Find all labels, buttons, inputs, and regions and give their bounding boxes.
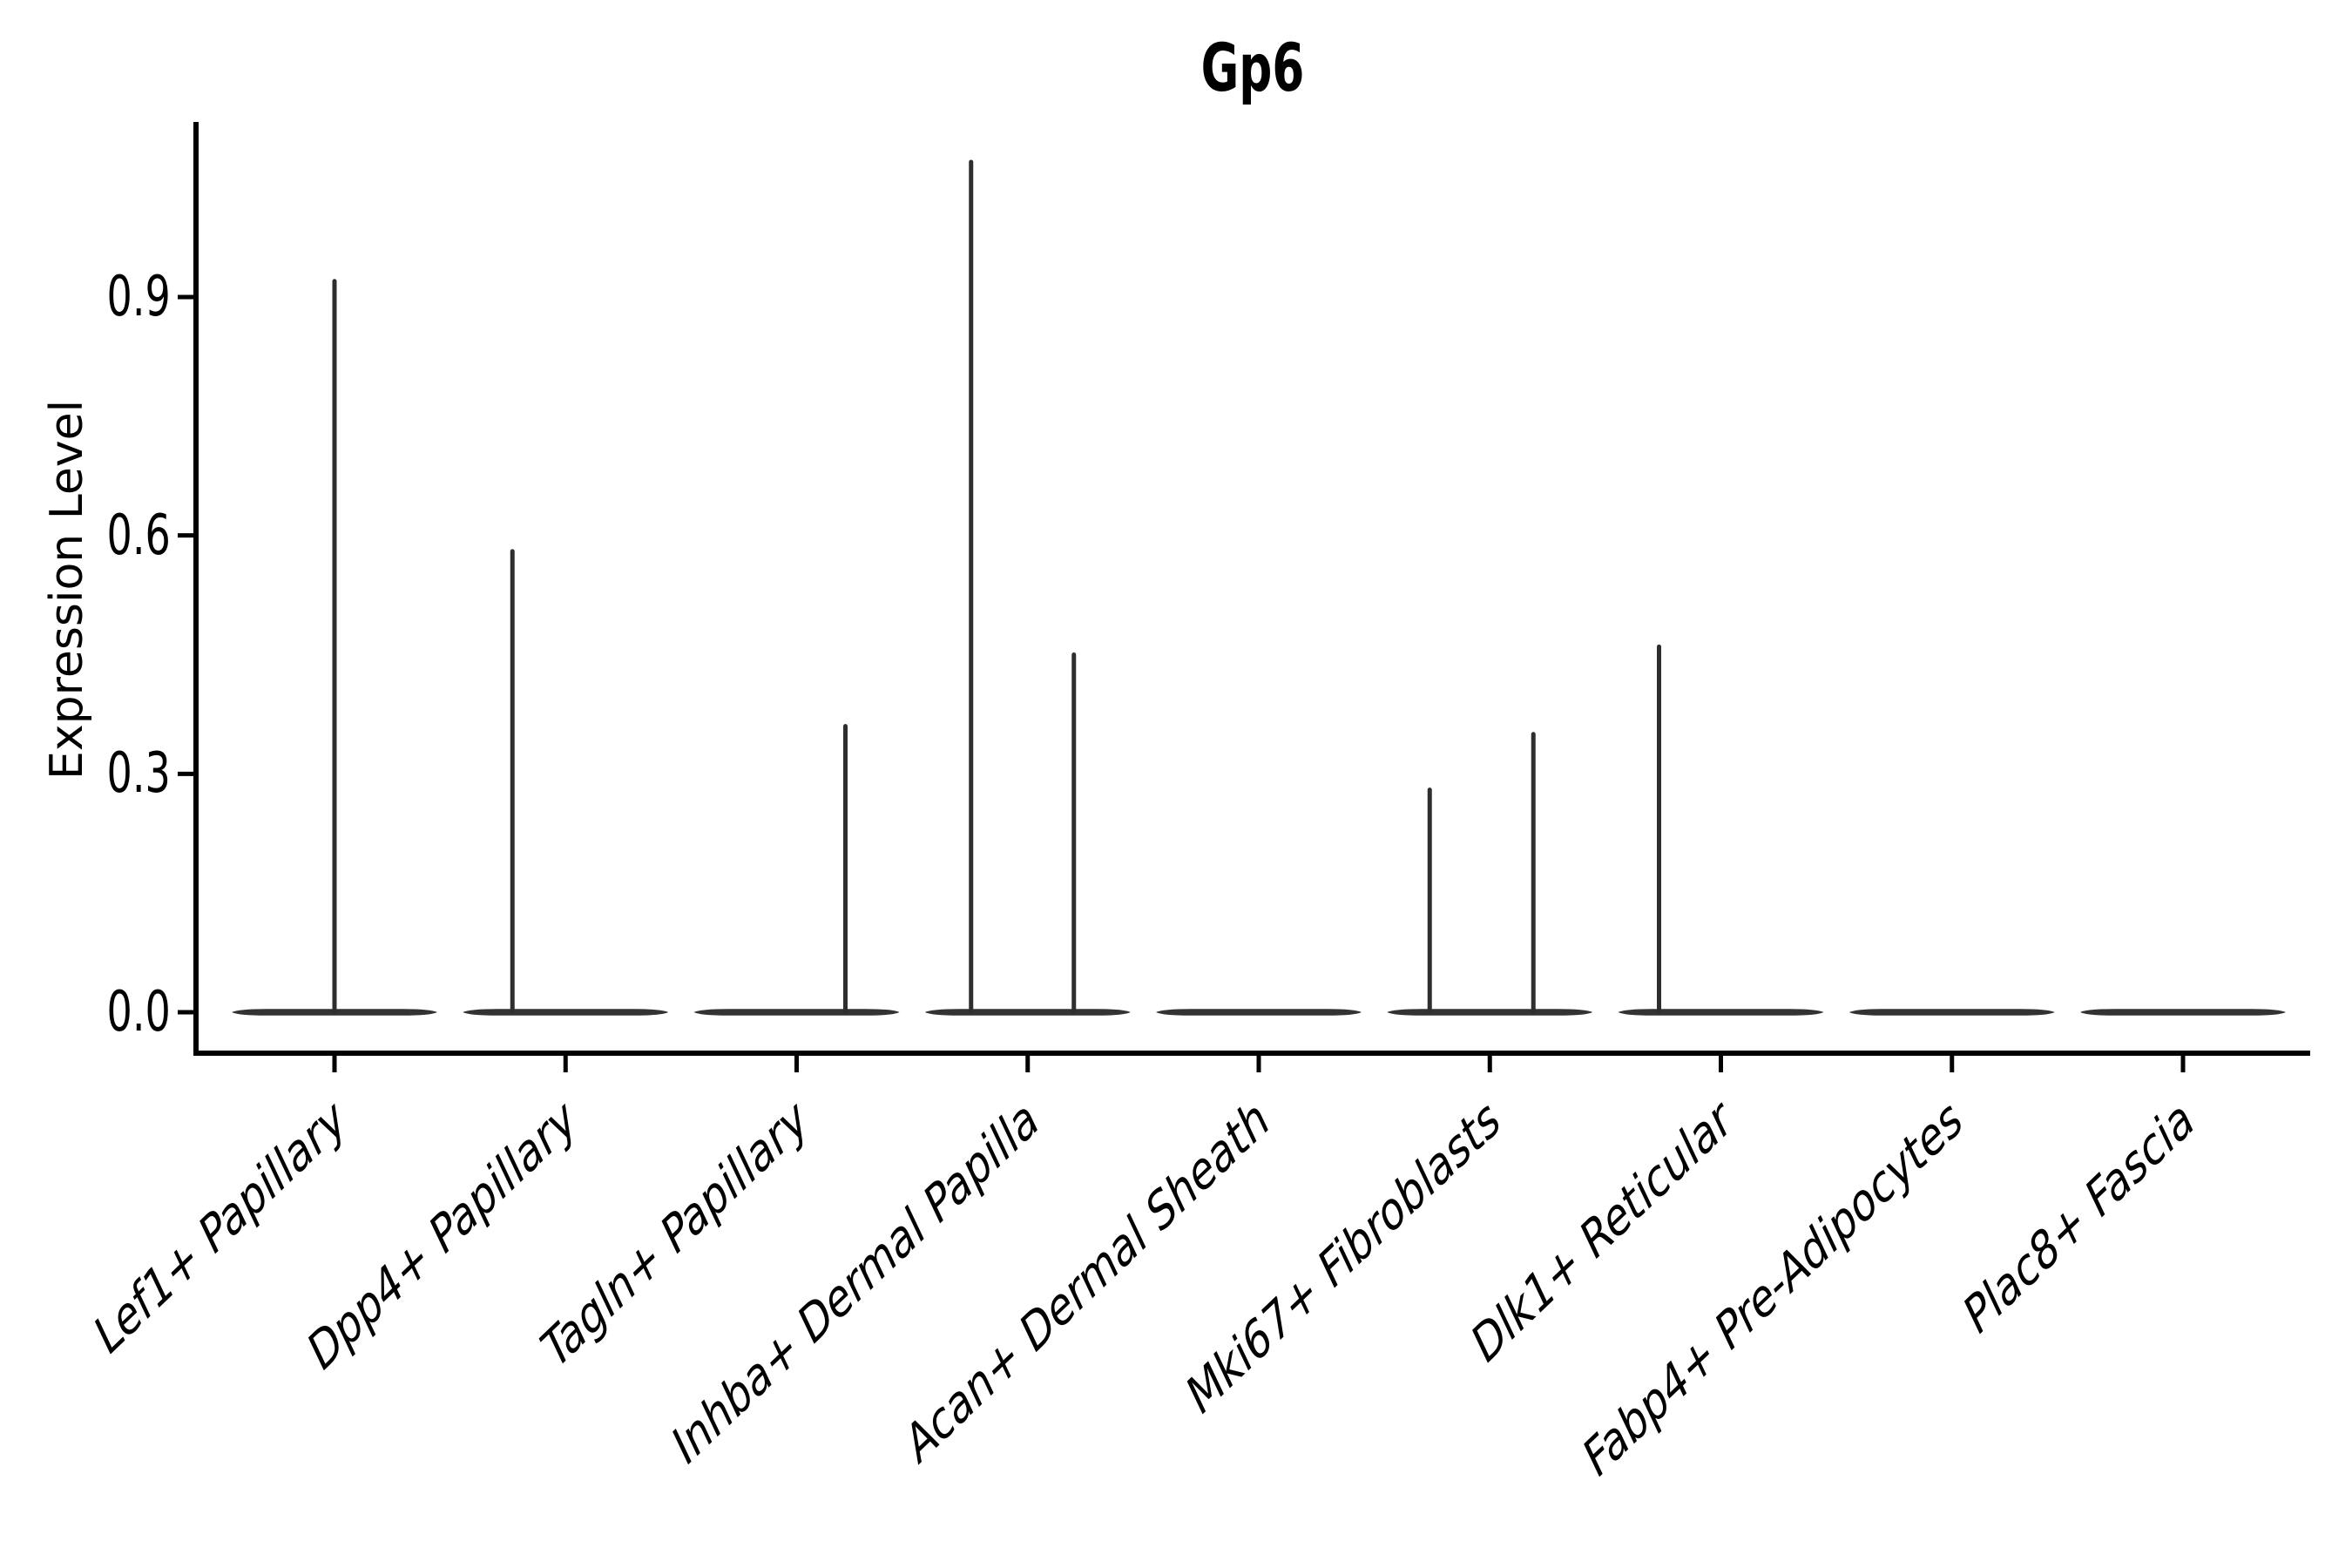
violin-base <box>463 1009 669 1016</box>
y-tick-label: 0.0 <box>106 980 171 1044</box>
violin-base <box>1848 1009 2055 1016</box>
violin-base <box>2080 1009 2286 1016</box>
violin-base <box>1618 1009 1824 1016</box>
y-tick-label: 0.9 <box>106 265 171 330</box>
plot-title: Gp6 <box>1200 29 1305 106</box>
violin-base <box>693 1009 900 1016</box>
y-tick-label: 0.6 <box>106 503 171 568</box>
y-tick-label: 0.3 <box>106 741 171 807</box>
violin-base <box>1156 1009 1362 1016</box>
violin-base <box>1387 1009 1593 1016</box>
y-axis-label: Expression Level <box>41 399 93 781</box>
violin-base <box>924 1009 1131 1016</box>
